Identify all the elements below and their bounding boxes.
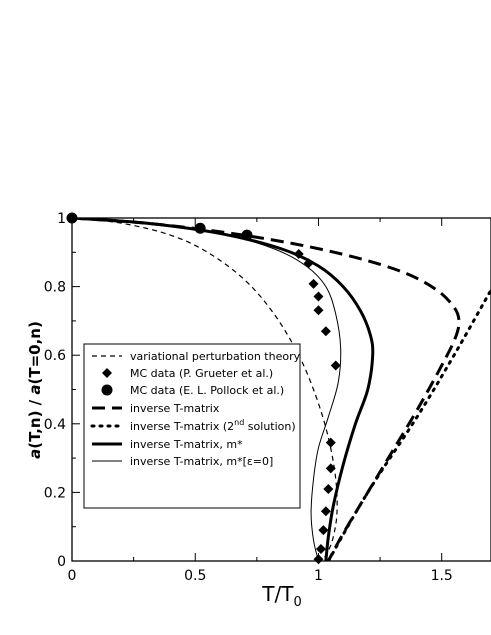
x-axis-title: T/T0 bbox=[261, 582, 301, 610]
grueter-data-point bbox=[313, 305, 324, 316]
legend-label: inverse T-matrix, m* bbox=[130, 438, 243, 451]
y-tick-label: 0 bbox=[57, 554, 66, 570]
series-line-dotted-thick bbox=[326, 288, 491, 561]
legend-label: inverse T-matrix, m*[ε=0] bbox=[130, 455, 273, 468]
grueter-data-point bbox=[318, 525, 329, 536]
legend-label: inverse T-matrix (2nd solution) bbox=[130, 418, 296, 433]
series-line-solid-thin bbox=[72, 218, 342, 561]
legend-label: MC data (E. L. Pollock et al.) bbox=[130, 384, 284, 397]
y-tick-label: 0.4 bbox=[44, 417, 66, 433]
y-tick-label: 0.2 bbox=[44, 485, 66, 501]
legend-label: MC data (P. Grueter et al.) bbox=[130, 367, 273, 380]
grueter-data-point bbox=[323, 483, 334, 494]
x-tick-label: 0.5 bbox=[184, 568, 206, 584]
grueter-data-point bbox=[320, 326, 331, 337]
grueter-data-point bbox=[293, 249, 304, 260]
y-tick-label: 0.8 bbox=[44, 280, 66, 296]
grueter-data-point bbox=[330, 360, 341, 371]
pollock-data-point bbox=[194, 222, 206, 234]
tick-labels: 0 0.5 1 1.5 0 0.2 0.4 0.6 0.8 1 bbox=[44, 211, 453, 584]
marker-layer bbox=[66, 212, 341, 565]
legend-circle-marker bbox=[101, 384, 113, 396]
grueter-data-point bbox=[315, 543, 326, 554]
legend-label: inverse T-matrix bbox=[130, 402, 220, 415]
x-axis-title-main: T/T bbox=[261, 582, 294, 606]
legend-diamond-marker bbox=[102, 368, 112, 378]
legend-label: variational perturbation theory bbox=[130, 350, 301, 363]
series-line-dashed-thin bbox=[72, 218, 338, 561]
pollock-data-point bbox=[66, 212, 78, 224]
legend: variational perturbation theory MC data (… bbox=[83, 343, 301, 509]
y-tick-label: 0.6 bbox=[44, 348, 66, 364]
legend-box bbox=[83, 343, 301, 509]
grueter-data-point bbox=[313, 291, 324, 302]
x-axis-title-sub: 0 bbox=[293, 595, 301, 610]
series-layer bbox=[72, 218, 491, 561]
grueter-data-point bbox=[303, 258, 314, 269]
grueter-data-point bbox=[320, 506, 331, 517]
x-tick-label: 1 bbox=[314, 568, 323, 584]
pollock-data-point bbox=[241, 229, 253, 241]
grueter-data-point bbox=[325, 437, 336, 448]
y-tick-label: 1 bbox=[57, 211, 66, 227]
grueter-data-point bbox=[313, 554, 324, 565]
x-tick-label: 1.5 bbox=[431, 568, 453, 584]
grueter-data-point bbox=[325, 463, 336, 474]
x-tick-label: 0 bbox=[68, 568, 77, 584]
grueter-data-point bbox=[308, 278, 319, 289]
y-axis-title: a(T,n) / a(T=0,n) bbox=[26, 321, 44, 459]
